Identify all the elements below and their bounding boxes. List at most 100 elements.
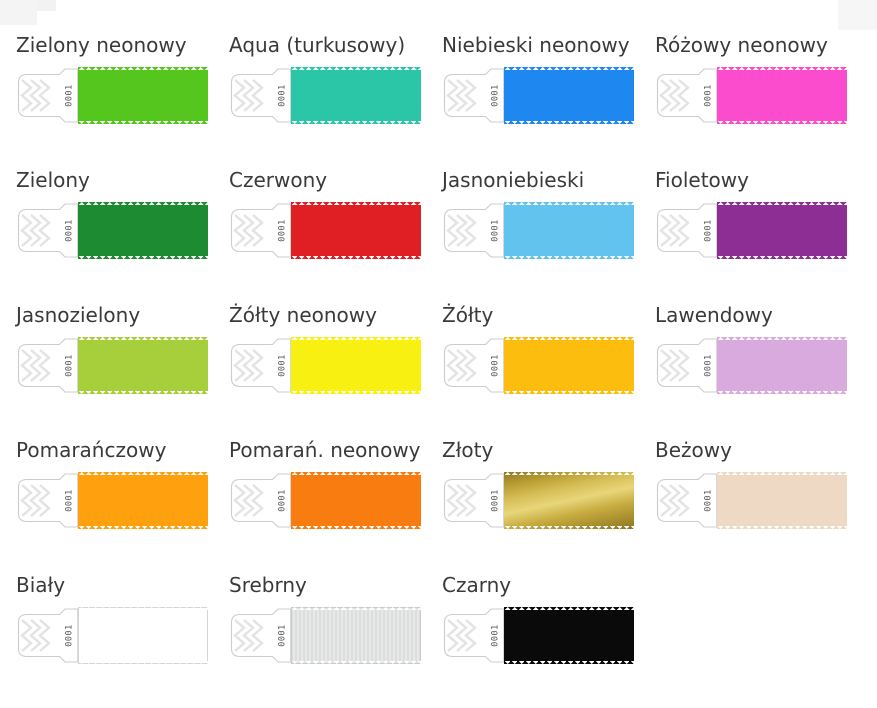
chevron-pattern-icon: [464, 349, 477, 382]
chevron-pattern-icon: [677, 214, 690, 247]
wristband-option-red[interactable]: Czerwony 0001: [229, 167, 442, 302]
color-label: Różowy neonowy: [655, 33, 828, 57]
chevron-pattern-icon: [242, 214, 255, 247]
background-artifact: [838, 0, 877, 30]
tag-number: 0001: [704, 219, 714, 241]
wristband-tab: 0001: [443, 473, 504, 528]
chevron-pattern-icon: [242, 484, 255, 517]
tag-number: 0001: [278, 489, 288, 511]
band-color-gold: [504, 472, 634, 529]
wristband-tab: 0001: [656, 473, 717, 528]
wristband-option-neon-green[interactable]: Zielony neonowy 0001: [16, 32, 229, 167]
chevron-pattern-icon: [242, 79, 255, 112]
wristband-option-light-green[interactable]: Jasnozielony 0001: [16, 302, 229, 437]
chevron-pattern-icon: [455, 214, 468, 247]
chevron-pattern-icon: [464, 214, 477, 247]
wristband-option-neon-pink[interactable]: Różowy neonowy 0001: [655, 32, 868, 167]
chevron-pattern-icon: [29, 619, 42, 652]
chevron-pattern-icon: [668, 214, 681, 247]
band-color-white: [78, 607, 208, 664]
wristband-option-beige[interactable]: Beżowy 0001: [655, 437, 868, 572]
wristband-option-white[interactable]: Biały 0001: [16, 572, 229, 707]
wristband-swatch: 0001: [16, 202, 208, 259]
wristband-option-neon-orange[interactable]: Pomarań. neonowy 0001: [229, 437, 442, 572]
tag-number: 0001: [491, 489, 501, 511]
band-color-neon-green: [78, 67, 208, 124]
wristband-option-yellow[interactable]: Żółty 0001: [442, 302, 655, 437]
band-color-silver: [291, 607, 421, 664]
wristband-swatch: 0001: [229, 202, 421, 259]
tag-number: 0001: [704, 489, 714, 511]
wristband-swatch: 0001: [442, 202, 634, 259]
tag-number: 0001: [65, 219, 75, 241]
chevron-pattern-icon: [251, 214, 264, 247]
wristband-option-neon-yellow[interactable]: Żółty neonowy 0001: [229, 302, 442, 437]
wristband-option-silver[interactable]: Srebrny 0001: [229, 572, 442, 707]
wristband-tab: 0001: [230, 68, 291, 123]
band-color-neon-yellow: [291, 337, 421, 394]
color-label: Jasnozielony: [16, 303, 141, 327]
color-label: Pomarańczowy: [16, 438, 167, 462]
wristband-swatch: 0001: [16, 472, 208, 529]
wristband-option-lavender[interactable]: Lawendowy 0001: [655, 302, 868, 437]
color-label: Żółty: [442, 303, 494, 327]
chevron-pattern-icon: [659, 79, 672, 112]
chevron-pattern-icon: [29, 484, 42, 517]
background-artifact: [0, 0, 37, 25]
wristband-option-black[interactable]: Czarny 0001: [442, 572, 655, 707]
chevron-pattern-icon: [20, 619, 33, 652]
band-color-neon-blue: [504, 67, 634, 124]
wristband-swatch: 0001: [229, 337, 421, 394]
chevron-pattern-icon: [464, 619, 477, 652]
chevron-pattern-icon: [668, 79, 681, 112]
wristband-option-neon-blue[interactable]: Niebieski neonowy 0001: [442, 32, 655, 167]
chevron-pattern-icon: [20, 79, 33, 112]
tag-number: 0001: [704, 84, 714, 106]
wristband-tab: 0001: [656, 338, 717, 393]
chevron-pattern-icon: [20, 214, 33, 247]
wristband-option-purple[interactable]: Fioletowy 0001: [655, 167, 868, 302]
wristband-swatch: 0001: [442, 607, 634, 664]
band-color-yellow: [504, 337, 634, 394]
chevron-pattern-icon: [464, 79, 477, 112]
wristband-option-orange[interactable]: Pomarańczowy 0001: [16, 437, 229, 572]
tag-number: 0001: [491, 219, 501, 241]
chevron-pattern-icon: [668, 484, 681, 517]
chevron-pattern-icon: [233, 349, 246, 382]
chevron-pattern-icon: [29, 79, 42, 112]
wristband-swatch: 0001: [655, 202, 847, 259]
wristband-option-gold[interactable]: Złoty 0001: [442, 437, 655, 572]
chevron-pattern-icon: [659, 484, 672, 517]
band-color-aqua-turquoise: [291, 67, 421, 124]
wristband-tab: 0001: [17, 473, 78, 528]
band-color-green: [78, 202, 208, 259]
chevron-pattern-icon: [677, 79, 690, 112]
chevron-pattern-icon: [29, 349, 42, 382]
wristband-option-aqua-turquoise[interactable]: Aqua (turkusowy) 0001: [229, 32, 442, 167]
wristband-swatch: 0001: [229, 607, 421, 664]
band-color-black: [504, 607, 634, 664]
wristband-option-light-blue[interactable]: Jasnoniebieski 0001: [442, 167, 655, 302]
chevron-pattern-icon: [677, 484, 690, 517]
color-label: Pomarań. neonowy: [229, 438, 421, 462]
wristband-option-green[interactable]: Zielony 0001: [16, 167, 229, 302]
chevron-pattern-icon: [659, 214, 672, 247]
tag-number: 0001: [278, 624, 288, 646]
chevron-pattern-icon: [233, 484, 246, 517]
background-artifact: [0, 0, 56, 11]
band-color-light-blue: [504, 202, 634, 259]
wristband-swatch: 0001: [16, 67, 208, 124]
chevron-pattern-icon: [251, 619, 264, 652]
band-color-red: [291, 202, 421, 259]
chevron-pattern-icon: [455, 349, 468, 382]
chevron-pattern-icon: [20, 484, 33, 517]
color-label: Zielony: [16, 168, 90, 192]
wristband-swatch: 0001: [16, 337, 208, 394]
tag-number: 0001: [65, 624, 75, 646]
wristband-color-grid: Zielony neonowy 0001 Aqua (turkusowy) 0001 N…: [16, 32, 868, 707]
chevron-pattern-icon: [38, 349, 51, 382]
wristband-swatch: 0001: [442, 472, 634, 529]
color-label: Biały: [16, 573, 66, 597]
chevron-pattern-icon: [446, 214, 459, 247]
color-label: Żółty neonowy: [229, 303, 377, 327]
